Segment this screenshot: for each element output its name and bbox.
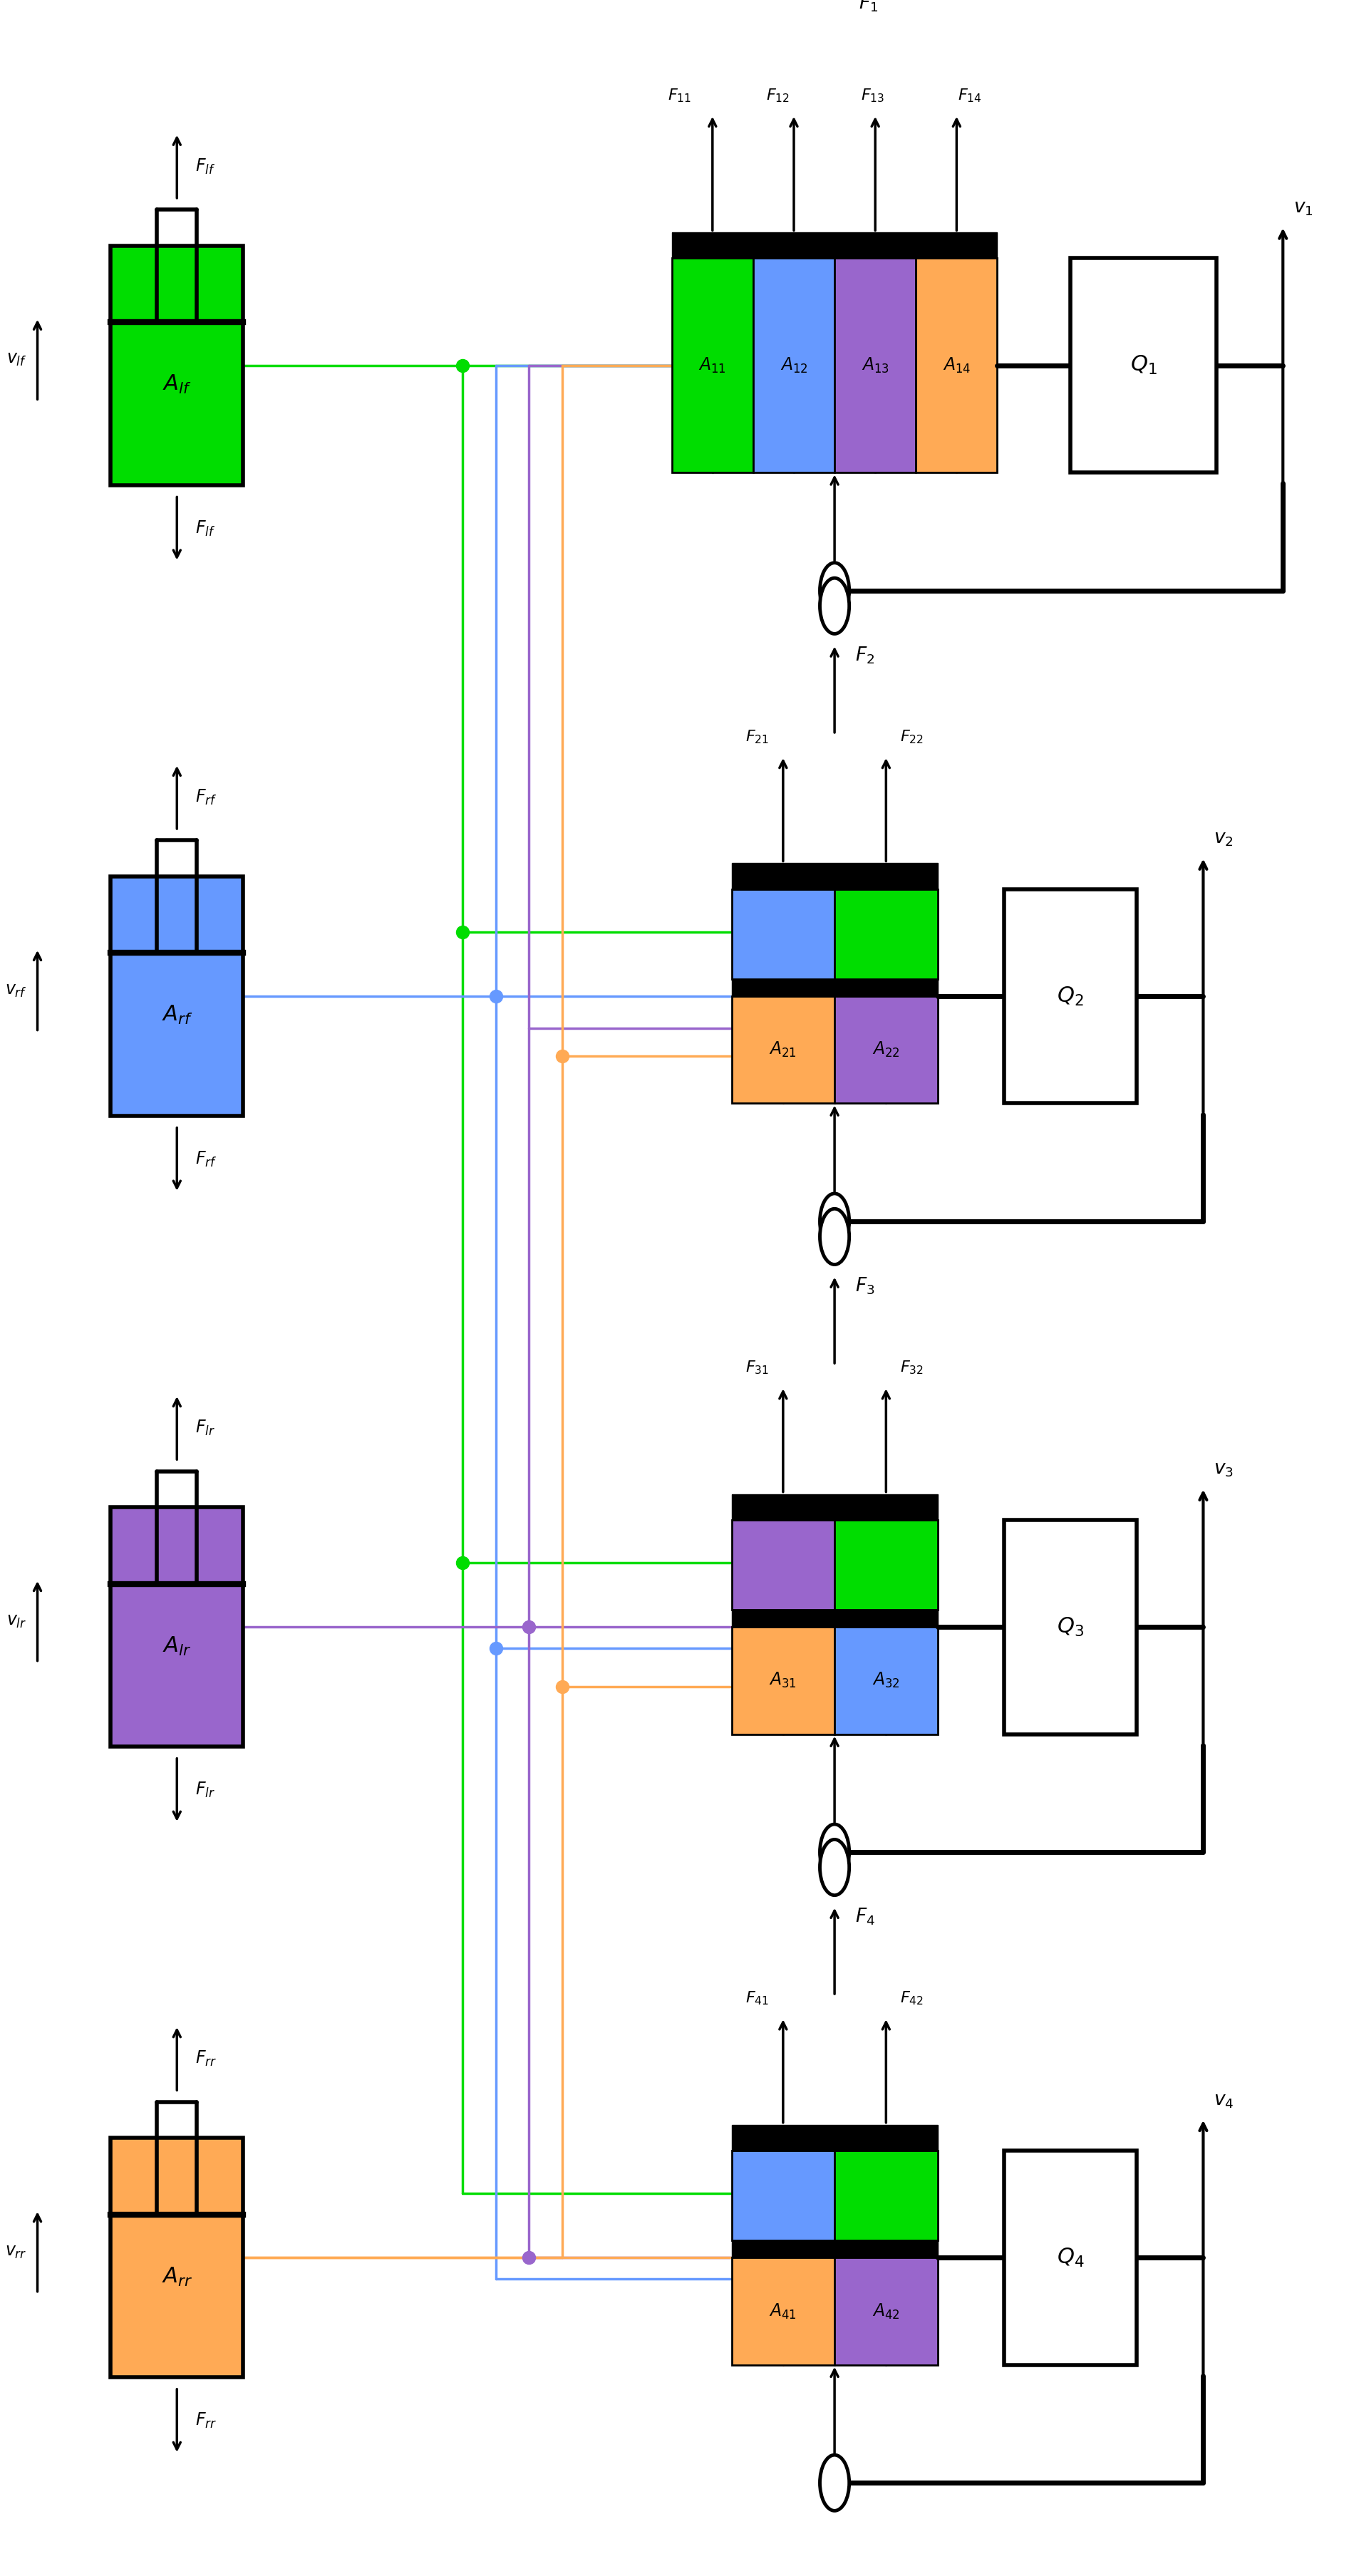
Bar (916, 258, 997, 474)
Text: $Q_4$: $Q_4$ (1056, 2246, 1085, 2269)
Bar (731, 1610, 938, 1628)
Bar (1004, 889, 1137, 1103)
Bar (731, 1520, 835, 1610)
Text: $F_{rf}$: $F_{rf}$ (196, 1149, 217, 1170)
Text: $F_{12}$: $F_{12}$ (766, 88, 789, 103)
Circle shape (820, 1839, 850, 1896)
Bar (111, 245, 243, 484)
Circle shape (820, 2455, 850, 2512)
Bar (835, 1628, 938, 1734)
Text: $A_{31}$: $A_{31}$ (769, 1672, 797, 1690)
Text: $Q_3$: $Q_3$ (1056, 1615, 1083, 1638)
Text: $v_{lr}$: $v_{lr}$ (7, 1613, 27, 1631)
Bar (731, 997, 835, 1103)
Text: $v_{rf}$: $v_{rf}$ (5, 981, 27, 999)
Text: $v_4$: $v_4$ (1214, 2092, 1234, 2110)
Circle shape (820, 1193, 850, 1249)
Text: $A_{32}$: $A_{32}$ (873, 1672, 900, 1690)
Text: $F_{22}$: $F_{22}$ (900, 729, 924, 744)
Circle shape (820, 562, 850, 618)
Bar (731, 863, 938, 889)
Bar (753, 258, 835, 474)
Bar (731, 2125, 938, 2151)
Circle shape (820, 1824, 850, 1880)
Text: $F_{11}$: $F_{11}$ (668, 88, 691, 103)
Text: $F_{lf}$: $F_{lf}$ (196, 520, 216, 538)
Bar (111, 2138, 243, 2378)
Text: $F_{lr}$: $F_{lr}$ (196, 1780, 216, 1798)
Text: $v_{rr}$: $v_{rr}$ (5, 2244, 27, 2259)
Bar (731, 1494, 938, 1520)
Bar (731, 979, 938, 997)
Text: $F_{31}$: $F_{31}$ (746, 1360, 769, 1376)
Text: $A_{rf}$: $A_{rf}$ (162, 1005, 193, 1025)
Text: $F_{21}$: $F_{21}$ (746, 729, 769, 744)
Text: $A_{42}$: $A_{42}$ (873, 2303, 900, 2321)
Text: $F_1$: $F_1$ (859, 0, 878, 13)
Text: $v_{lf}$: $v_{lf}$ (7, 350, 27, 368)
Text: $A_{14}$: $A_{14}$ (943, 355, 971, 376)
Text: $F_4$: $F_4$ (855, 1906, 876, 1927)
Text: $v_1$: $v_1$ (1294, 198, 1313, 216)
Bar (111, 876, 243, 1115)
Text: $F_2$: $F_2$ (855, 644, 874, 665)
Text: $A_{rr}$: $A_{rr}$ (162, 2267, 193, 2287)
Text: $v_3$: $v_3$ (1214, 1461, 1234, 1479)
Bar (1070, 258, 1217, 474)
Text: $A_{41}$: $A_{41}$ (769, 2303, 797, 2321)
Text: $Q_2$: $Q_2$ (1058, 984, 1083, 1007)
Text: $A_{13}$: $A_{13}$ (861, 355, 889, 376)
Text: $F_3$: $F_3$ (855, 1275, 874, 1296)
Bar (731, 2151, 835, 2241)
Text: $A_{11}$: $A_{11}$ (699, 355, 726, 376)
Text: $F_{rr}$: $F_{rr}$ (196, 2411, 217, 2429)
Bar (731, 2257, 835, 2365)
Bar (835, 2151, 938, 2241)
Text: $A_{12}$: $A_{12}$ (780, 355, 808, 376)
Text: $Q_1$: $Q_1$ (1130, 355, 1157, 376)
Bar (835, 997, 938, 1103)
Text: $F_{32}$: $F_{32}$ (900, 1360, 924, 1376)
Text: $A_{21}$: $A_{21}$ (769, 1041, 797, 1059)
Bar (835, 889, 938, 979)
Text: $F_{41}$: $F_{41}$ (746, 1989, 769, 2007)
Bar (111, 1507, 243, 1747)
Bar (835, 258, 916, 474)
Text: $F_{lf}$: $F_{lf}$ (196, 157, 216, 175)
Text: $F_{42}$: $F_{42}$ (900, 1989, 924, 2007)
Bar (835, 2257, 938, 2365)
Bar (835, 1520, 938, 1610)
Text: $A_{22}$: $A_{22}$ (873, 1041, 900, 1059)
Text: $F_{13}$: $F_{13}$ (861, 88, 885, 103)
Bar (672, 258, 753, 474)
Text: $A_{lr}$: $A_{lr}$ (163, 1636, 192, 1656)
Bar (731, 1628, 835, 1734)
Text: $F_{14}$: $F_{14}$ (958, 88, 982, 103)
Bar (731, 889, 835, 979)
Bar (1004, 1520, 1137, 1734)
Text: $F_{rr}$: $F_{rr}$ (196, 2050, 217, 2069)
Circle shape (820, 577, 850, 634)
Text: $A_{lf}$: $A_{lf}$ (162, 374, 192, 397)
Text: $F_{rf}$: $F_{rf}$ (196, 788, 217, 806)
Bar (1004, 2151, 1137, 2365)
Text: $v_2$: $v_2$ (1214, 829, 1233, 848)
Bar (672, 232, 997, 258)
Bar (731, 2241, 938, 2257)
Text: $F_{lr}$: $F_{lr}$ (196, 1419, 216, 1437)
Circle shape (820, 1208, 850, 1265)
